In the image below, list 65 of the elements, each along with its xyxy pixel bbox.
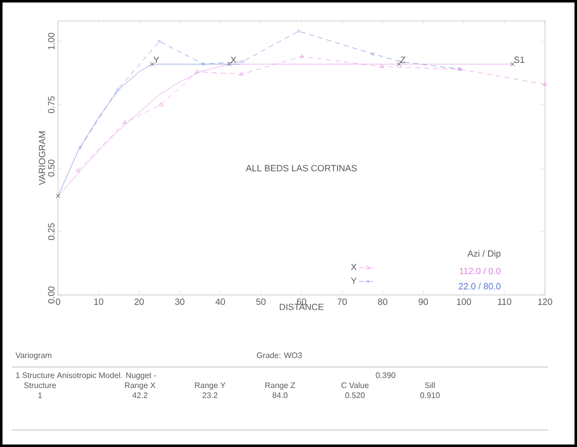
text: C Value bbox=[341, 382, 369, 388]
text: 23.2 bbox=[202, 392, 218, 398]
y-tick-label: 0.50 bbox=[48, 160, 54, 177]
text: 0.910 bbox=[420, 392, 440, 398]
x-tick-label: 120 bbox=[538, 298, 552, 305]
x-tick-label: 60 bbox=[296, 298, 306, 305]
point bbox=[116, 88, 120, 92]
point bbox=[202, 62, 206, 66]
x-tick-label: 10 bbox=[94, 298, 104, 305]
annotation: S1 bbox=[514, 56, 524, 63]
point bbox=[56, 194, 60, 198]
point bbox=[371, 52, 375, 56]
point bbox=[396, 62, 402, 66]
x-tick-label: 110 bbox=[498, 298, 512, 305]
x-tick-label: 80 bbox=[378, 298, 388, 305]
point bbox=[300, 54, 304, 58]
x-tick-label: 100 bbox=[457, 298, 471, 305]
annotation: 112.0 / 0.0 bbox=[460, 268, 501, 274]
text: Variogram bbox=[16, 352, 52, 360]
annotation: Y bbox=[154, 56, 160, 63]
text: 42.2 bbox=[132, 392, 148, 398]
text: 1 Structure Anisotropic Model. Nugget - bbox=[16, 372, 156, 380]
annotation: 22.0 / 80.0 bbox=[458, 282, 501, 290]
x-tick-label: 20 bbox=[134, 298, 144, 305]
y-tick-label: 0.00 bbox=[48, 286, 54, 304]
point bbox=[195, 69, 200, 74]
point bbox=[78, 146, 82, 150]
text: Structure bbox=[24, 382, 56, 388]
x-tick-label: 30 bbox=[175, 298, 184, 305]
point bbox=[76, 168, 80, 172]
text: Range Y bbox=[195, 382, 226, 390]
annotation: ALL BEDS LAS CORTINAS bbox=[246, 164, 357, 172]
point bbox=[158, 102, 164, 106]
annotation: Z bbox=[400, 56, 406, 63]
annotation: X bbox=[230, 56, 236, 63]
text: Range Z bbox=[265, 382, 296, 390]
text: 84.0 bbox=[272, 392, 288, 398]
text: Grade: WO3 bbox=[256, 352, 302, 358]
point bbox=[158, 40, 162, 44]
point bbox=[296, 29, 300, 33]
point bbox=[239, 72, 244, 76]
x-tick-label: 40 bbox=[216, 298, 225, 305]
text: 1 bbox=[38, 392, 42, 398]
x-tick-label: 50 bbox=[256, 298, 266, 305]
point bbox=[510, 62, 515, 66]
y-tick-label: 0.25 bbox=[48, 223, 54, 240]
x-axis-title: DISTANCE bbox=[280, 304, 324, 310]
point bbox=[122, 120, 128, 124]
x-tick-label: 70 bbox=[338, 298, 347, 305]
text: 0.390 bbox=[376, 372, 396, 378]
y-tick-label: 0.75 bbox=[48, 96, 54, 114]
y-tick-label: 1.00 bbox=[48, 32, 54, 50]
legend-label: X bbox=[350, 264, 357, 270]
point bbox=[380, 64, 384, 68]
legend-label: Y bbox=[350, 278, 357, 284]
text: Sill bbox=[425, 382, 435, 388]
y-axis-title: VARIOGRAM bbox=[38, 132, 46, 186]
point bbox=[227, 62, 232, 66]
text: 0.520 bbox=[345, 392, 365, 398]
legend-title: Azi / Dip bbox=[467, 250, 501, 258]
text: Range X bbox=[125, 382, 156, 390]
point bbox=[150, 62, 154, 66]
x-tick-label: 0 bbox=[56, 298, 60, 305]
point bbox=[542, 82, 548, 86]
x-tick-label: 90 bbox=[418, 298, 428, 305]
